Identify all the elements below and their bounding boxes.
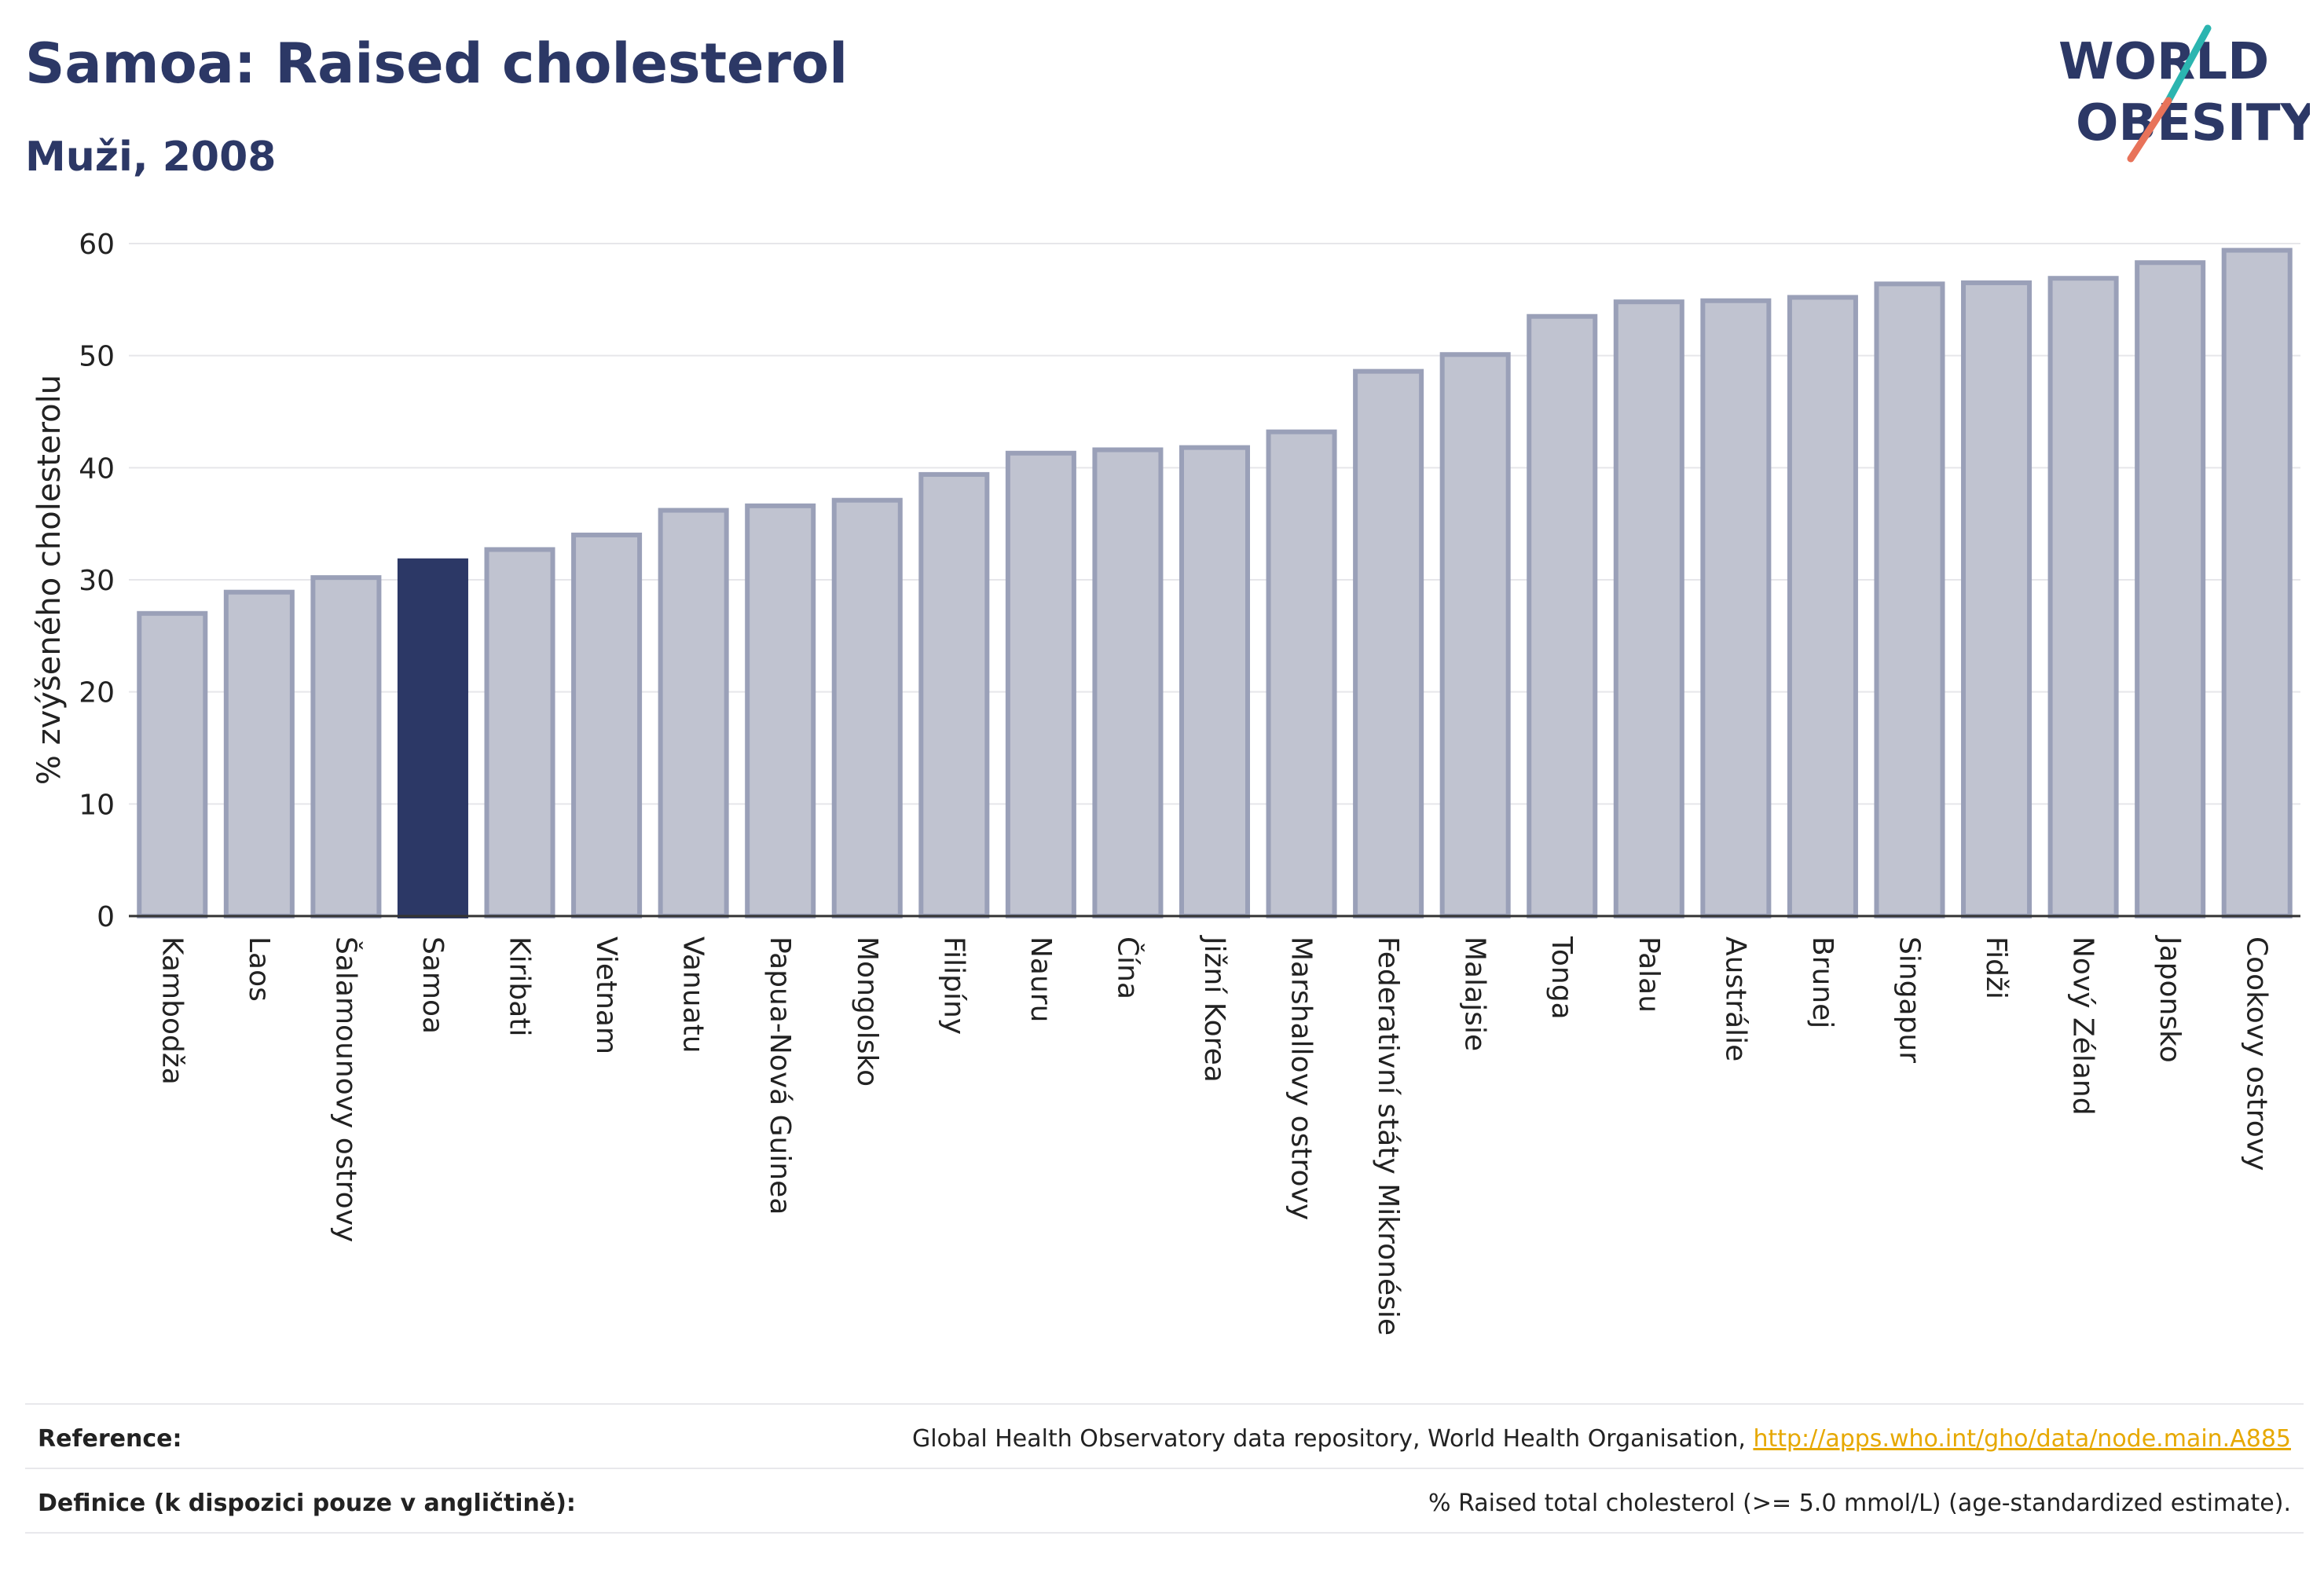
y-axis-label: % zvýšeného cholesterolu xyxy=(31,375,68,785)
reference-value: Global Health Observatory data repositor… xyxy=(912,1425,2291,1453)
world-obesity-logo: WORLD OBESITY xyxy=(2058,24,2310,163)
bar xyxy=(1439,352,1511,918)
definition-text: % Raised total cholesterol (>= 5.0 mmol/… xyxy=(1428,1490,2291,1517)
bar xyxy=(1961,280,2033,918)
x-tick-label: Palau xyxy=(1633,936,1665,1013)
x-tick-label: Tonga xyxy=(1545,936,1578,1020)
bar xyxy=(571,532,643,919)
x-tick-label: Japonsko xyxy=(2154,935,2186,1063)
bar xyxy=(918,471,990,918)
definition-row: Definice (k dispozici pouze v angličtině… xyxy=(25,1468,2304,1534)
logo-line1: WORLD xyxy=(2058,33,2269,91)
x-tick-label: Federativní státy Mikronésie xyxy=(1372,936,1404,1336)
y-tick-label: 0 xyxy=(97,901,115,933)
page-subtitle: Muži, 2008 xyxy=(25,134,277,181)
page-title: Samoa: Raised cholesterol xyxy=(25,31,849,96)
reference-link[interactable]: http://apps.who.int/gho/data/node.main.A… xyxy=(1753,1425,2291,1453)
bar xyxy=(1700,298,1772,918)
bar xyxy=(1527,313,1598,918)
x-tick-label: Šalamounovy ostrovy xyxy=(329,936,362,1242)
x-tick-label: Mongolsko xyxy=(851,936,883,1087)
bar xyxy=(2221,247,2293,918)
reference-label: Reference: xyxy=(38,1425,182,1453)
x-tick-label: Papua-Nová Guinea xyxy=(764,936,796,1215)
x-tick-label: Brunej xyxy=(1806,936,1838,1028)
bar xyxy=(484,547,555,918)
bar xyxy=(1613,299,1684,919)
x-tick-label: Austrálie xyxy=(1719,936,1751,1061)
bar xyxy=(397,558,468,918)
bar xyxy=(2135,260,2206,918)
y-tick-label: 10 xyxy=(79,789,115,821)
y-tick-label: 20 xyxy=(79,677,115,709)
reference-row: Reference: Global Health Observatory dat… xyxy=(25,1403,2304,1468)
reference-text: Global Health Observatory data repositor… xyxy=(912,1425,1754,1453)
y-tick-label: 50 xyxy=(79,341,115,373)
bar xyxy=(1266,429,1337,918)
x-tick-label: Samoa xyxy=(416,936,449,1034)
definition-label: Definice (k dispozici pouze v angličtině… xyxy=(38,1490,576,1517)
logo-line2: OBESITY xyxy=(2076,94,2310,152)
bar xyxy=(1874,281,1945,918)
x-tick-label: Filipíny xyxy=(937,936,970,1035)
x-tick-label: Malajsie xyxy=(1459,936,1491,1051)
bar xyxy=(1353,368,1424,918)
x-tick-label: Jižní Korea xyxy=(1198,935,1230,1083)
y-tick-label: 60 xyxy=(79,229,115,261)
bar xyxy=(310,575,382,918)
x-tick-label: Vanuatu xyxy=(677,936,709,1054)
x-tick-label: Cookovy ostrovy xyxy=(2241,936,2273,1171)
x-tick-label: Marshallovy ostrovy xyxy=(1285,936,1318,1220)
bar xyxy=(137,610,208,918)
bar xyxy=(831,497,903,918)
x-tick-label: Vietnam xyxy=(590,936,622,1054)
bar xyxy=(1178,445,1251,918)
x-tick-label: Kambodža xyxy=(156,936,188,1085)
y-tick-label: 40 xyxy=(79,453,115,485)
x-tick-label: Nový Zéland xyxy=(2067,936,2099,1116)
x-tick-label: Nauru xyxy=(1025,936,1057,1022)
x-tick-label: Laos xyxy=(243,936,275,1002)
x-tick-label: Čína xyxy=(1111,936,1144,999)
x-tick-label: Singapur xyxy=(1893,936,1925,1063)
bar xyxy=(658,508,729,918)
y-tick-label: 30 xyxy=(79,565,115,597)
bar xyxy=(1092,447,1164,918)
bar xyxy=(2047,276,2119,918)
x-tick-label: Fidži xyxy=(1980,936,2012,999)
bar xyxy=(1005,450,1076,918)
bar xyxy=(223,589,295,919)
x-tick-label: Kiribati xyxy=(504,936,536,1036)
bar xyxy=(1787,295,1858,919)
bar-chart: 0 10 20 30 40 50 60 % zvýšeného cholesterolu Kam… xyxy=(31,229,2300,1336)
bar xyxy=(745,503,816,918)
